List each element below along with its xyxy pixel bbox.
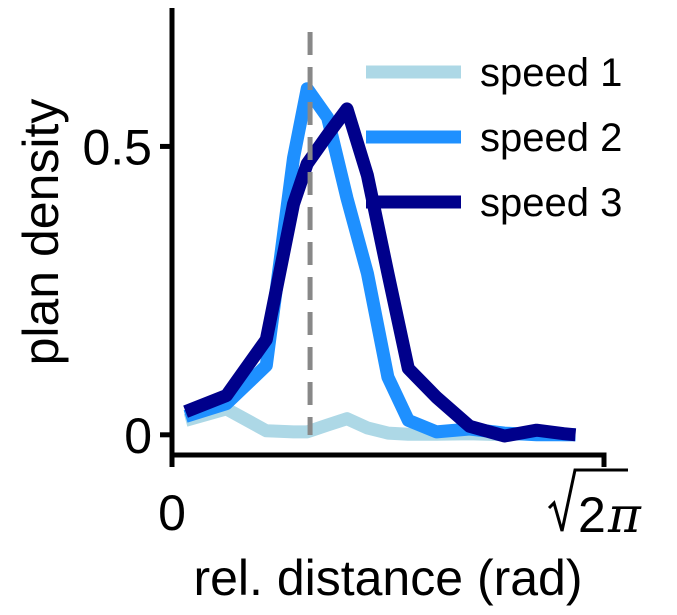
x-axis-label: rel. distance (rad)	[193, 550, 582, 606]
pi-symbol: π	[607, 486, 642, 544]
y-tick-label: 0	[124, 408, 152, 464]
x-tick-label-sqrt2pi: 2 π	[547, 468, 642, 544]
legend: speed 1 speed 2 speed 3	[366, 51, 622, 225]
axes	[169, 8, 607, 458]
legend-label: speed 3	[480, 181, 622, 225]
y-tick-label: 0.5	[82, 119, 152, 175]
ticks: 00.5	[82, 119, 607, 467]
sqrt-sign-icon	[547, 468, 628, 532]
series-line-3	[183, 102, 577, 443]
legend-label: speed 2	[480, 116, 622, 160]
y-axis-label: plan density	[13, 99, 69, 366]
series-layer	[183, 82, 577, 443]
x-tick-label-zero: 0	[158, 485, 186, 541]
sqrt-radicand: 2	[578, 487, 606, 543]
legend-label: speed 1	[480, 51, 622, 95]
